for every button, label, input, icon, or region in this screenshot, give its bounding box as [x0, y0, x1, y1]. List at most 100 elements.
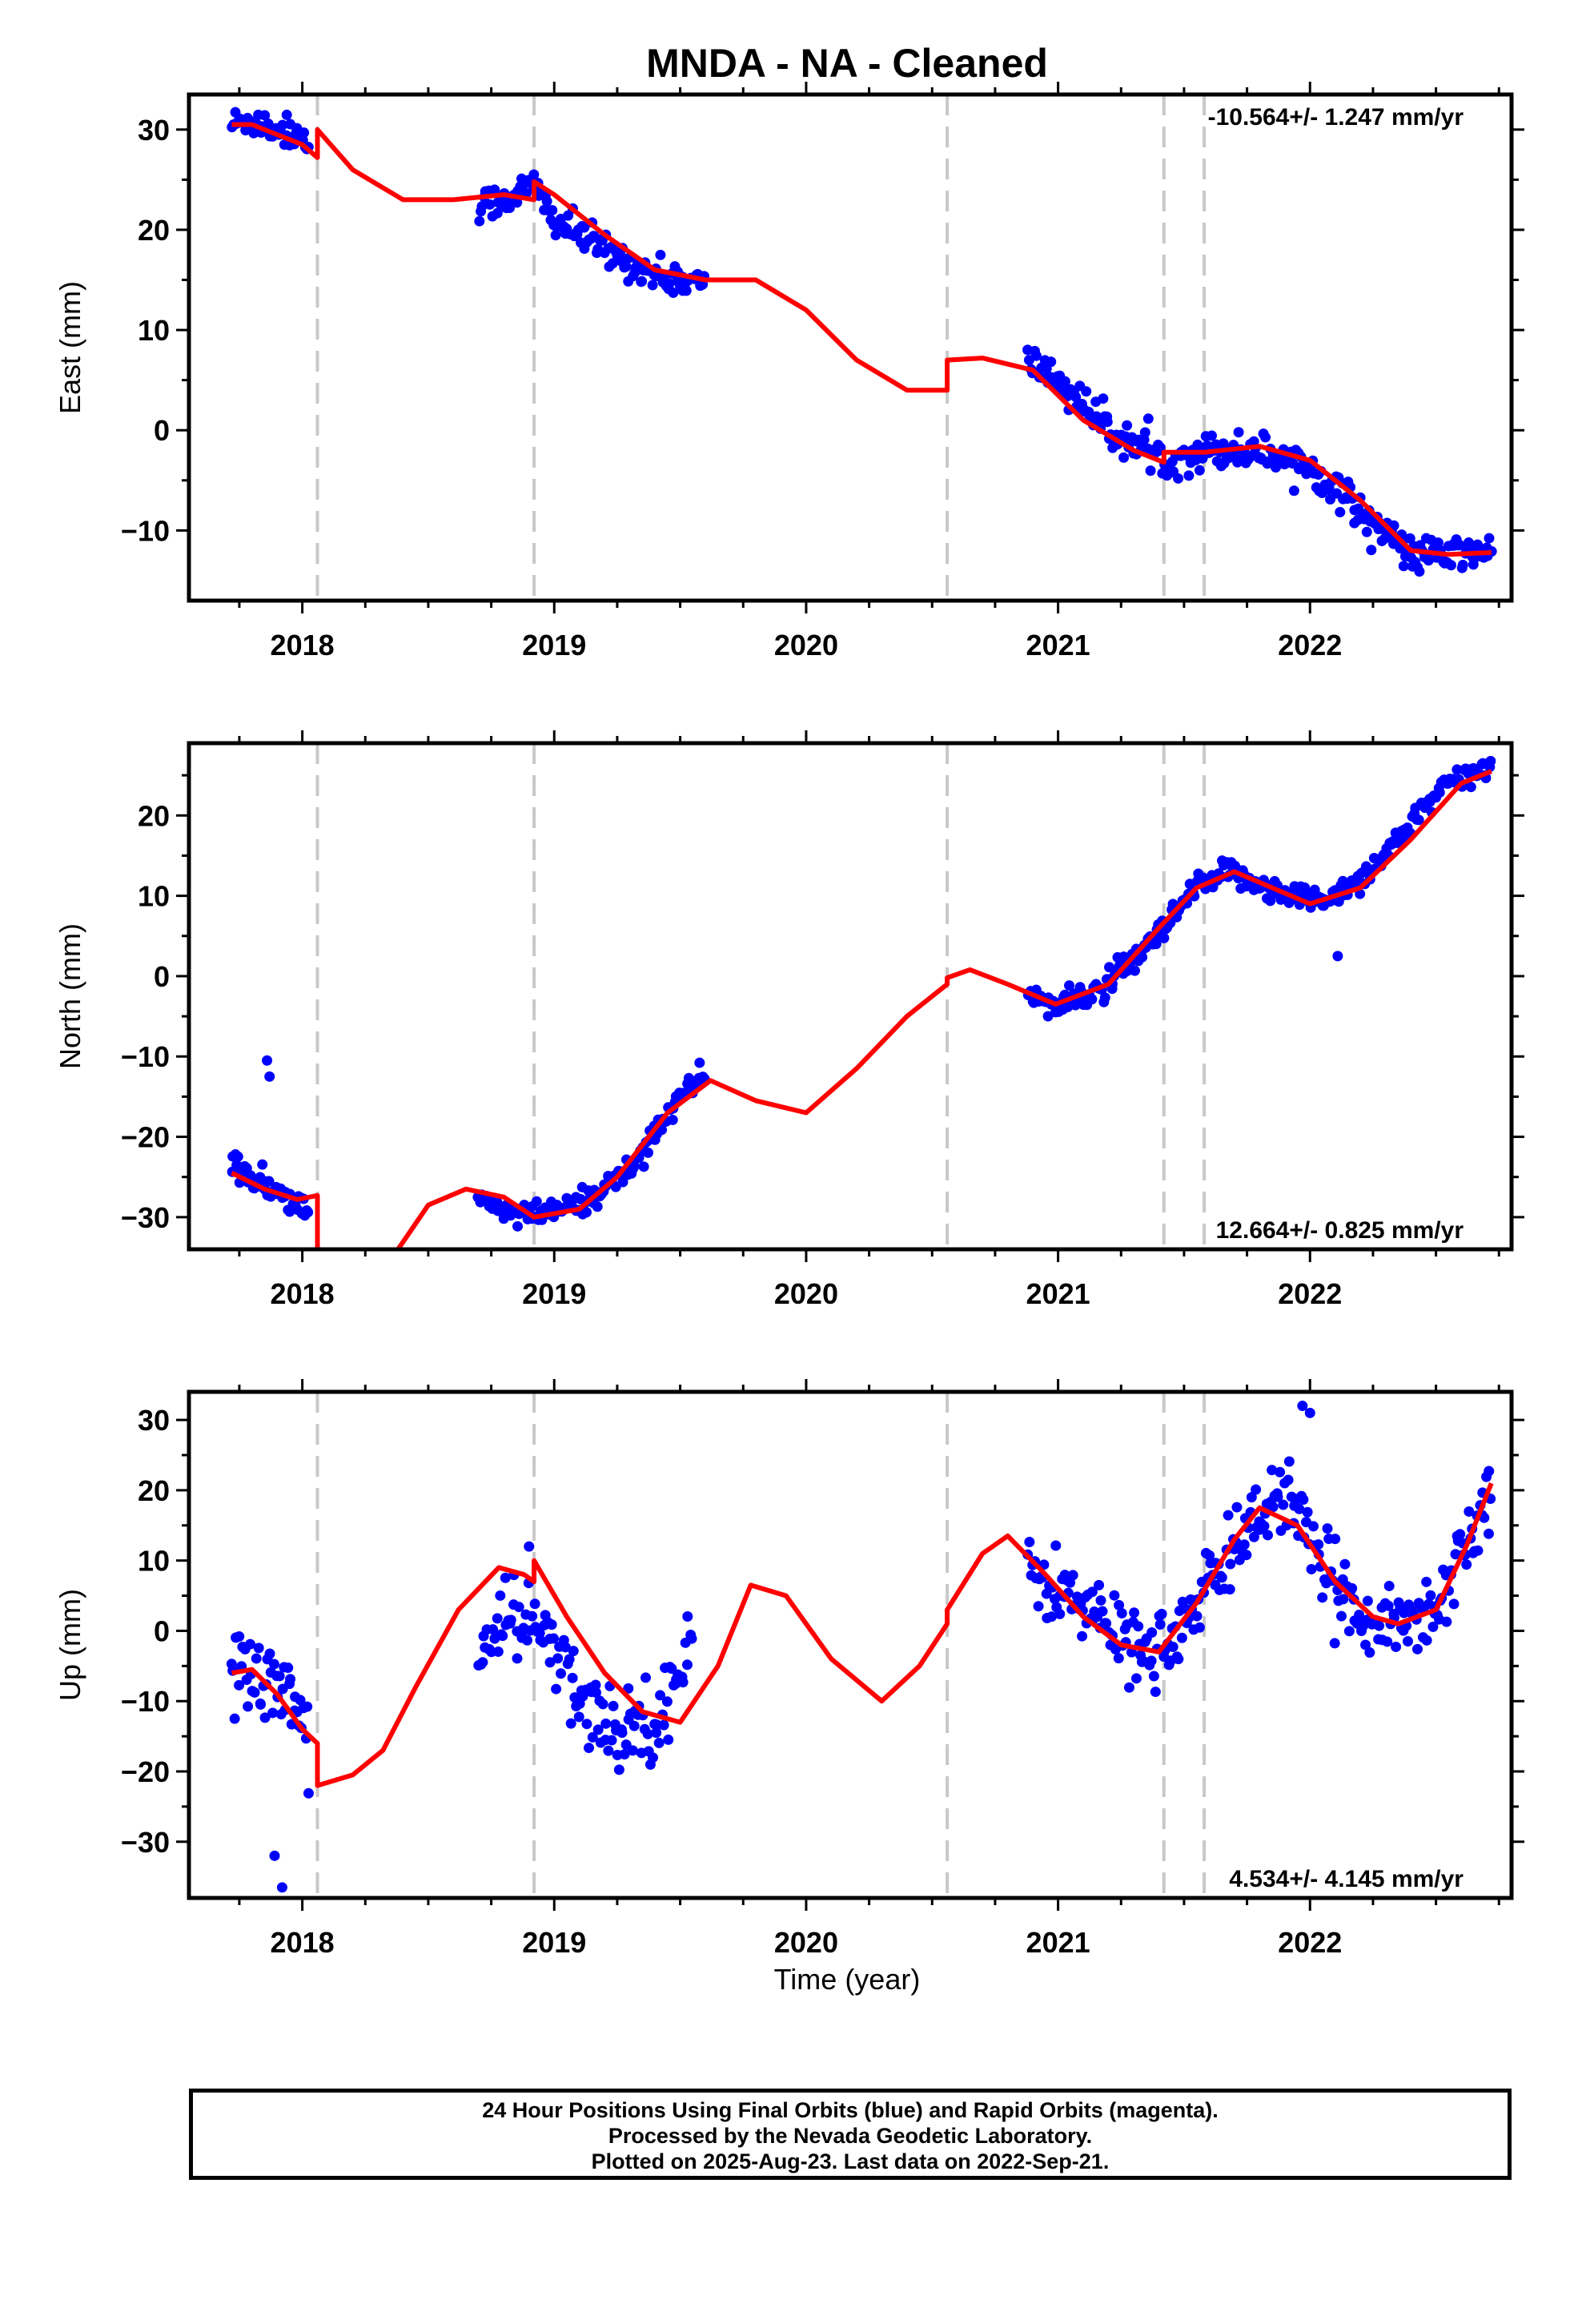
data-point: [492, 1613, 503, 1624]
data-point: [1183, 470, 1195, 481]
data-point: [1383, 1600, 1394, 1611]
data-point: [567, 1672, 578, 1683]
data-point: [492, 1646, 504, 1657]
data-point: [1421, 1576, 1432, 1587]
data-point: [1194, 464, 1205, 476]
data-point: [607, 258, 618, 269]
data-point: [234, 1630, 245, 1642]
data-point: [474, 215, 485, 227]
data-point: [264, 1648, 275, 1659]
data-point: [1086, 1586, 1098, 1598]
x-tick-label: 2022: [1278, 629, 1342, 661]
data-point: [664, 278, 675, 289]
data-point: [617, 1176, 628, 1188]
data-point: [1457, 559, 1468, 570]
data-point: [1302, 1506, 1313, 1518]
data-point: [681, 1659, 693, 1671]
data-point: [1086, 994, 1098, 1005]
data-point: [550, 230, 561, 241]
data-point: [681, 285, 692, 296]
data-point: [551, 1683, 562, 1695]
data-point: [579, 222, 590, 233]
data-point: [668, 287, 679, 299]
data-point: [1109, 1590, 1120, 1601]
data-point: [606, 1735, 617, 1746]
data-point: [1218, 438, 1229, 449]
data-point: [1216, 1572, 1227, 1583]
data-point: [627, 1745, 638, 1756]
data-point: [682, 1611, 693, 1622]
data-point: [243, 1701, 254, 1712]
data-point: [636, 275, 648, 287]
data-point: [1156, 1608, 1167, 1619]
data-point: [1338, 1594, 1349, 1605]
data-point: [653, 1737, 665, 1748]
data-point: [1411, 1643, 1423, 1655]
data-point: [1095, 1594, 1106, 1606]
data-point: [1271, 462, 1282, 473]
data-point: [1046, 356, 1057, 368]
plot-frame: [187, 92, 1514, 603]
data-point: [495, 1590, 506, 1601]
data-point: [1239, 1539, 1250, 1550]
data-point: [1046, 1611, 1057, 1622]
rate-label: 4.534+/- 4.145 mm/yr: [1229, 1866, 1464, 1892]
data-point: [1402, 1636, 1413, 1647]
data-point: [1434, 787, 1445, 798]
data-point: [1176, 1632, 1187, 1643]
data-point: [647, 279, 658, 291]
data-point: [1263, 1530, 1274, 1541]
data-point: [628, 1720, 640, 1731]
data-point: [1414, 566, 1425, 577]
y-tick-label: 0: [154, 960, 170, 993]
data-point: [513, 1602, 524, 1613]
data-point: [1360, 1639, 1371, 1651]
data-point: [619, 1749, 630, 1760]
x-tick-label: 2022: [1278, 1926, 1342, 1959]
data-point: [251, 1653, 262, 1664]
x-tick-label: 2019: [522, 629, 586, 661]
data-point: [295, 1695, 306, 1706]
y-tick-label: −20: [121, 1755, 170, 1788]
data-point: [603, 1745, 614, 1756]
data-point: [1050, 1540, 1062, 1551]
data-point: [600, 1718, 612, 1729]
data-point: [1137, 951, 1148, 963]
data-point: [528, 169, 540, 180]
data-point: [1122, 420, 1133, 431]
data-point: [1248, 1531, 1259, 1542]
data-point: [1223, 1510, 1234, 1521]
data-point: [694, 1057, 705, 1068]
data-point: [573, 1711, 584, 1723]
data-point: [1232, 456, 1243, 468]
data-point: [651, 1727, 662, 1739]
data-point: [232, 1151, 243, 1162]
data-point: [1294, 1503, 1305, 1514]
outlier-point: [1297, 1401, 1308, 1412]
data-point: [1231, 1502, 1243, 1513]
data-point: [581, 1719, 592, 1730]
x-tick-label: 2021: [1026, 629, 1090, 661]
data-point: [1241, 1550, 1252, 1561]
data-point: [1461, 1559, 1472, 1570]
data-point: [1485, 755, 1496, 766]
data-point: [620, 261, 632, 272]
data-point: [1059, 376, 1070, 387]
data-point: [1355, 888, 1366, 899]
data-point: [556, 1668, 567, 1679]
data-point: [1081, 386, 1092, 397]
data-point: [1070, 392, 1082, 403]
data-point: [1033, 1601, 1044, 1612]
data-point: [1104, 962, 1115, 973]
data-point: [285, 1674, 296, 1685]
data-point: [1364, 1647, 1375, 1659]
data-point: [476, 201, 488, 212]
data-point: [1306, 1563, 1317, 1574]
plot-frame: [187, 741, 1514, 1252]
panel-east: 2018 2019 2020 2021 2022 −10 0 10 20 30 East (mm) -…: [54, 82, 1524, 661]
x-axis-label: Time (year): [774, 1963, 921, 1996]
x-tick-label: 2018: [271, 629, 335, 661]
data-point: [477, 1657, 488, 1668]
data-point: [302, 1701, 313, 1712]
